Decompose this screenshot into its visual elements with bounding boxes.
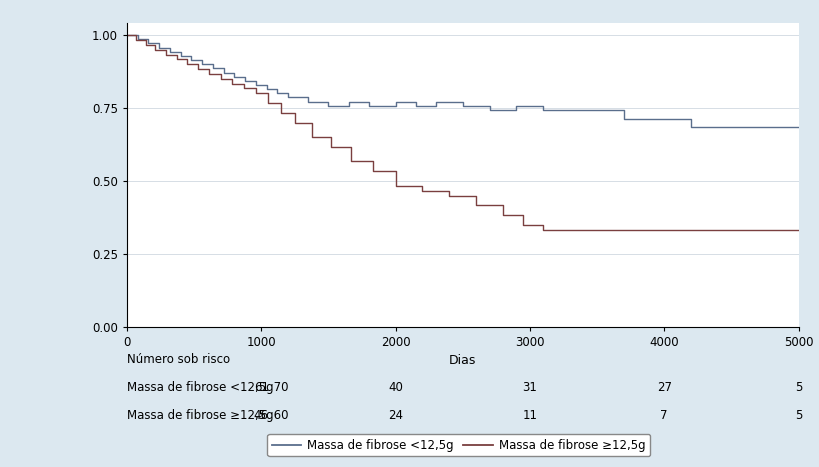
Text: Massa de fibrose <12,5g70: Massa de fibrose <12,5g70: [127, 381, 288, 394]
Text: 40: 40: [388, 381, 403, 394]
Text: 31: 31: [523, 381, 537, 394]
Text: Massa de fibrose ≥12,5g60: Massa de fibrose ≥12,5g60: [127, 409, 288, 422]
Text: 24: 24: [388, 409, 403, 422]
Text: Número sob risco: Número sob risco: [127, 353, 230, 366]
Text: 7: 7: [660, 409, 668, 422]
Text: 5: 5: [794, 409, 803, 422]
Legend: Massa de fibrose <12,5g, Massa de fibrose ≥12,5g: Massa de fibrose <12,5g, Massa de fibros…: [267, 434, 650, 456]
Text: 46: 46: [254, 409, 269, 422]
Text: 27: 27: [657, 381, 672, 394]
Text: 61: 61: [254, 381, 269, 394]
Text: 11: 11: [523, 409, 537, 422]
X-axis label: Dias: Dias: [449, 354, 477, 368]
Text: 5: 5: [794, 381, 803, 394]
